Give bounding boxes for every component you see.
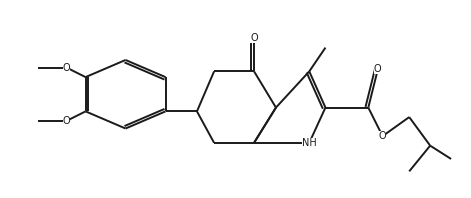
Text: O: O [374, 65, 382, 74]
Text: O: O [63, 116, 70, 126]
Text: O: O [379, 131, 386, 141]
Text: NH: NH [302, 138, 317, 148]
Text: O: O [63, 63, 70, 73]
Text: O: O [250, 33, 258, 43]
